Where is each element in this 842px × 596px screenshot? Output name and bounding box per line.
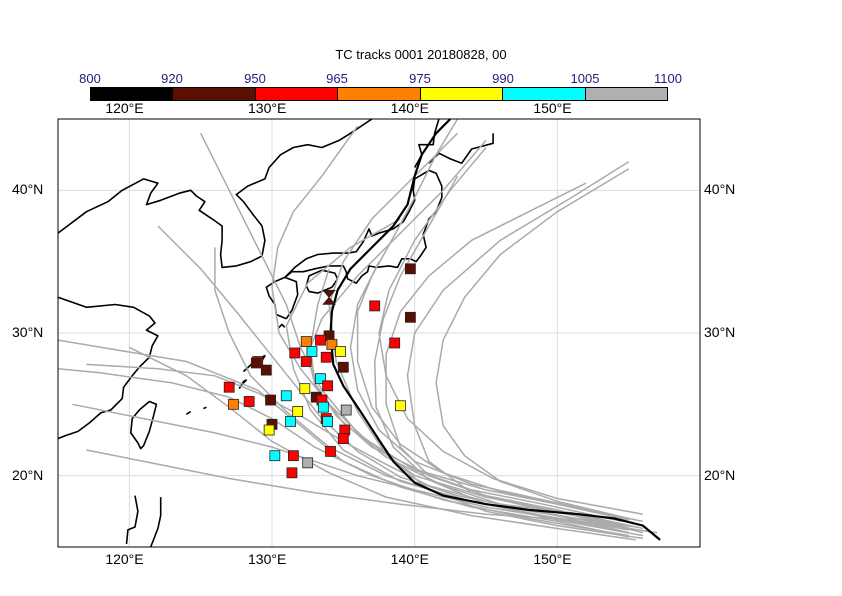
intensity-marker	[404, 311, 416, 323]
intensity-marker	[394, 400, 406, 412]
map-title: TC tracks 0001 20180828, 00	[335, 47, 507, 62]
intensity-marker	[317, 401, 329, 413]
intensity-marker	[289, 347, 301, 359]
colorbar-segment	[502, 88, 585, 100]
colorbar-level-label: 920	[161, 71, 183, 86]
intensity-marker	[369, 300, 381, 312]
landfall-marker	[322, 289, 336, 305]
lat-tick-label-right: 40°N	[704, 181, 736, 198]
ensemble-track	[385, 182, 636, 531]
intensity-marker	[269, 450, 281, 462]
intensity-marker	[320, 351, 332, 363]
colorbar-level-label: 1100	[654, 71, 682, 86]
ensemble-track	[435, 168, 630, 520]
colorbar-segment	[419, 88, 503, 100]
lon-tick-label-bottom: 140°E	[390, 551, 429, 567]
ensemble-track	[328, 132, 644, 540]
lat-tick-label-right: 30°N	[704, 324, 736, 340]
colorbar-segment	[254, 88, 338, 100]
intensity-marker	[315, 373, 326, 385]
intensity-marker	[300, 356, 312, 367]
intensity-marker	[263, 424, 275, 436]
intensity-marker	[335, 346, 346, 357]
lon-tick-label-top: 120°E	[105, 100, 144, 116]
lon-tick-label-top: 150°E	[533, 100, 572, 116]
intensity-marker	[285, 416, 296, 427]
lat-tick-label-left: 40°N	[12, 181, 44, 198]
map-frame	[57, 118, 701, 548]
ensemble-track	[356, 119, 644, 523]
ensemble-track	[309, 268, 629, 521]
intensity-marker	[299, 383, 311, 395]
intensity-marker	[250, 357, 262, 369]
intensity-marker	[340, 404, 352, 416]
lon-tick-label-bottom: 150°E	[533, 551, 572, 567]
lat-tick-label-left: 20°N	[12, 466, 44, 483]
intensity-marker	[287, 450, 299, 462]
intensity-marker	[326, 339, 338, 350]
intensity-marker	[337, 433, 349, 444]
intensity-marker	[286, 467, 298, 479]
coastline-segment	[149, 497, 162, 547]
lat-tick-label-left: 30°N	[12, 324, 44, 340]
colorbar-segment	[337, 88, 420, 100]
lon-tick-label-bottom: 130°E	[248, 551, 287, 567]
coastline-segment	[130, 400, 158, 450]
ensemble-track	[86, 449, 658, 534]
colorbar-level-label: 975	[409, 71, 431, 86]
lon-tick-label-top: 140°E	[390, 100, 429, 116]
ensemble-track	[58, 367, 629, 537]
lon-tick-label-top: 130°E	[248, 100, 287, 116]
lon-tick-label-bottom: 120°E	[105, 551, 144, 567]
intensity-marker	[337, 361, 349, 373]
ensemble-track	[349, 261, 615, 517]
intensity-marker	[243, 396, 255, 407]
intensity-marker	[306, 346, 318, 357]
colorbar-level-label: 965	[326, 71, 348, 86]
intensity-marker	[300, 336, 312, 347]
intensity-marker	[322, 416, 334, 427]
colorbar-level-label: 950	[244, 71, 266, 86]
coastline-segment	[284, 169, 443, 284]
intensity-marker	[389, 337, 401, 349]
colorbar-level-label: 800	[79, 71, 101, 86]
intensity-marker	[322, 380, 334, 392]
coastline-segment	[414, 119, 440, 168]
ensemble-track	[378, 147, 644, 515]
coastline-segment	[428, 133, 494, 164]
coastline-segment	[185, 410, 192, 415]
intensity-markers	[223, 263, 416, 479]
colorbar-segment	[172, 88, 255, 100]
intensity-marker	[404, 263, 416, 275]
intensity-marker	[302, 457, 314, 469]
ensemble-track	[128, 346, 636, 541]
ensemble-track	[406, 161, 630, 527]
intensity-marker	[223, 381, 235, 393]
ensemble-track	[214, 247, 629, 531]
colorbar-segment	[584, 88, 667, 100]
colorbar-level-label: 990	[492, 71, 514, 86]
intensity-marker	[325, 446, 336, 457]
coastline-segment	[125, 495, 139, 545]
lat-tick-label-right: 20°N	[704, 466, 736, 483]
intensity-marker	[265, 394, 276, 406]
coastlines	[58, 119, 494, 547]
intensity-marker	[280, 390, 292, 402]
colorbar-level-label: 1005	[570, 71, 600, 86]
colorbar-segment	[91, 88, 173, 100]
intensity-marker	[260, 364, 272, 376]
pressure-colorbar	[90, 87, 668, 101]
coastline-segment	[58, 119, 373, 269]
coastline-segment	[58, 296, 159, 440]
intensity-marker	[228, 398, 239, 410]
ensemble-track	[271, 125, 622, 523]
ensemble-tracks	[58, 119, 658, 541]
mean-track-line	[329, 119, 661, 541]
intensity-marker	[292, 406, 304, 417]
coastline-segment	[203, 406, 207, 410]
mean-track	[329, 119, 661, 541]
intensity-marker	[315, 334, 326, 346]
coastline-segment	[277, 323, 286, 330]
